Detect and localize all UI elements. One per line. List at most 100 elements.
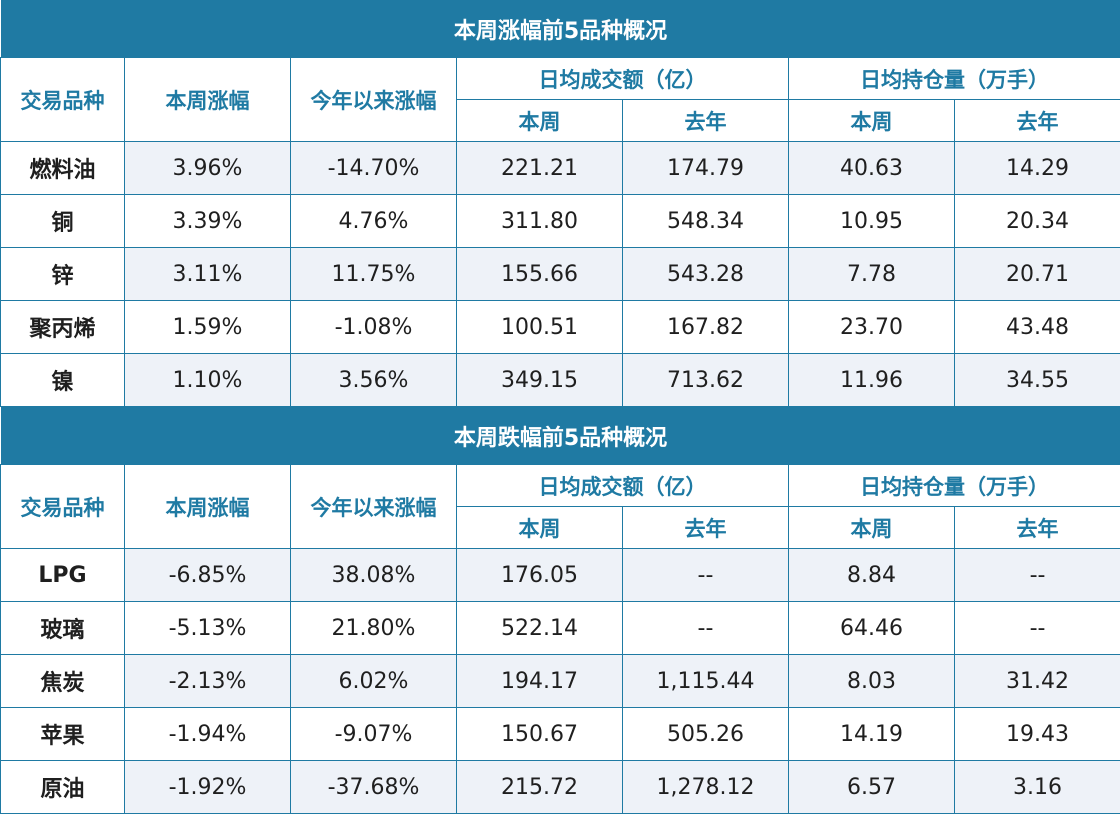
value-cell: 1,278.12 (623, 761, 789, 814)
value-cell: -- (623, 549, 789, 602)
value-cell: 6.02% (291, 655, 457, 708)
value-cell: -2.13% (125, 655, 291, 708)
value-cell: 713.62 (623, 354, 789, 407)
value-cell: -9.07% (291, 708, 457, 761)
losers-table: 本周跌幅前5品种概况交易品种本周涨幅今年以来涨幅日均成交额（亿）日均持仓量（万手… (0, 407, 1120, 814)
value-cell: -14.70% (291, 142, 457, 195)
value-cell: -5.13% (125, 602, 291, 655)
header-oi-last-year: 去年 (955, 507, 1120, 549)
product-name-cell: 燃料油 (1, 142, 125, 195)
product-name-cell: 镍 (1, 354, 125, 407)
value-cell: 40.63 (789, 142, 955, 195)
value-cell: 21.80% (291, 602, 457, 655)
product-name-cell: LPG (1, 549, 125, 602)
value-cell: 194.17 (457, 655, 623, 708)
header-volume-this-week: 本周 (457, 507, 623, 549)
value-cell: 34.55 (955, 354, 1120, 407)
value-cell: 4.76% (291, 195, 457, 248)
table-row: LPG-6.85%38.08%176.05--8.84-- (1, 549, 1120, 602)
header-avg-open-interest: 日均持仓量（万手） (789, 58, 1120, 100)
value-cell: 1,115.44 (623, 655, 789, 708)
header-oi-this-week: 本周 (789, 507, 955, 549)
table-title: 本周涨幅前5品种概况 (1, 0, 1120, 58)
value-cell: 3.96% (125, 142, 291, 195)
value-cell: 14.29 (955, 142, 1120, 195)
value-cell: 543.28 (623, 248, 789, 301)
value-cell: -6.85% (125, 549, 291, 602)
value-cell: 19.43 (955, 708, 1120, 761)
value-cell: 14.19 (789, 708, 955, 761)
header-product: 交易品种 (1, 465, 125, 549)
header-week-change: 本周涨幅 (125, 58, 291, 142)
header-oi-last-year: 去年 (955, 100, 1120, 142)
value-cell: 3.11% (125, 248, 291, 301)
value-cell: 43.48 (955, 301, 1120, 354)
header-volume-last-year: 去年 (623, 507, 789, 549)
value-cell: 7.78 (789, 248, 955, 301)
value-cell: -1.08% (291, 301, 457, 354)
value-cell: 349.15 (457, 354, 623, 407)
value-cell: 64.46 (789, 602, 955, 655)
value-cell: 215.72 (457, 761, 623, 814)
value-cell: 100.51 (457, 301, 623, 354)
value-cell: -1.94% (125, 708, 291, 761)
gainers-table: 本周涨幅前5品种概况交易品种本周涨幅今年以来涨幅日均成交额（亿）日均持仓量（万手… (0, 0, 1120, 407)
value-cell: 20.34 (955, 195, 1120, 248)
value-cell: -- (955, 602, 1120, 655)
value-cell: 11.96 (789, 354, 955, 407)
value-cell: 221.21 (457, 142, 623, 195)
header-week-change: 本周涨幅 (125, 465, 291, 549)
value-cell: 8.03 (789, 655, 955, 708)
product-name-cell: 原油 (1, 761, 125, 814)
value-cell: 31.42 (955, 655, 1120, 708)
product-name-cell: 焦炭 (1, 655, 125, 708)
table-row: 玻璃-5.13%21.80%522.14--64.46-- (1, 602, 1120, 655)
product-name-cell: 锌 (1, 248, 125, 301)
value-cell: 150.67 (457, 708, 623, 761)
value-cell: 23.70 (789, 301, 955, 354)
value-cell: 1.59% (125, 301, 291, 354)
value-cell: 548.34 (623, 195, 789, 248)
header-avg-volume: 日均成交额（亿） (457, 58, 789, 100)
value-cell: 10.95 (789, 195, 955, 248)
header-ytd-change: 今年以来涨幅 (291, 465, 457, 549)
value-cell: -- (623, 602, 789, 655)
value-cell: 38.08% (291, 549, 457, 602)
product-name-cell: 铜 (1, 195, 125, 248)
value-cell: 167.82 (623, 301, 789, 354)
value-cell: 505.26 (623, 708, 789, 761)
header-ytd-change: 今年以来涨幅 (291, 58, 457, 142)
value-cell: -37.68% (291, 761, 457, 814)
header-avg-volume: 日均成交额（亿） (457, 465, 789, 507)
value-cell: -- (955, 549, 1120, 602)
product-name-cell: 苹果 (1, 708, 125, 761)
value-cell: 6.57 (789, 761, 955, 814)
value-cell: 176.05 (457, 549, 623, 602)
value-cell: 3.16 (955, 761, 1120, 814)
value-cell: 11.75% (291, 248, 457, 301)
value-cell: 20.71 (955, 248, 1120, 301)
value-cell: 522.14 (457, 602, 623, 655)
product-name-cell: 聚丙烯 (1, 301, 125, 354)
value-cell: 174.79 (623, 142, 789, 195)
header-product: 交易品种 (1, 58, 125, 142)
value-cell: 3.39% (125, 195, 291, 248)
table-title: 本周跌幅前5品种概况 (1, 407, 1120, 465)
value-cell: 1.10% (125, 354, 291, 407)
value-cell: 8.84 (789, 549, 955, 602)
value-cell: 155.66 (457, 248, 623, 301)
header-oi-this-week: 本周 (789, 100, 955, 142)
value-cell: 3.56% (291, 354, 457, 407)
value-cell: -1.92% (125, 761, 291, 814)
header-volume-last-year: 去年 (623, 100, 789, 142)
value-cell: 311.80 (457, 195, 623, 248)
